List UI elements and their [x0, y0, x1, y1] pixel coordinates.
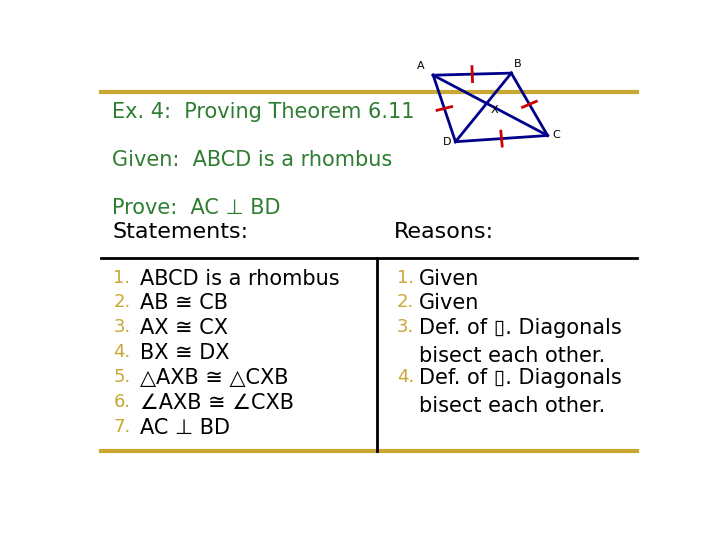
Text: ∠AXB ≅ ∠CXB: ∠AXB ≅ ∠CXB — [140, 393, 294, 413]
Text: 6.: 6. — [114, 393, 130, 411]
Text: 1.: 1. — [114, 268, 130, 287]
Text: D: D — [443, 137, 451, 147]
Text: Given: Given — [419, 294, 480, 314]
Text: Reasons:: Reasons: — [394, 221, 494, 241]
Text: AC ⊥ BD: AC ⊥ BD — [140, 418, 230, 438]
Text: 7.: 7. — [114, 418, 131, 436]
Text: Def. of ▯. Diagonals
bisect each other.: Def. of ▯. Diagonals bisect each other. — [419, 368, 622, 416]
Text: 4.: 4. — [397, 368, 414, 386]
Text: △AXB ≅ △CXB: △AXB ≅ △CXB — [140, 368, 289, 388]
Text: X: X — [491, 105, 499, 116]
Text: 2.: 2. — [397, 294, 414, 312]
Text: Statements:: Statements: — [112, 221, 248, 241]
Text: AX ≅ CX: AX ≅ CX — [140, 319, 228, 339]
Text: 5.: 5. — [114, 368, 131, 386]
Text: 3.: 3. — [114, 319, 131, 336]
Text: 1.: 1. — [397, 268, 414, 287]
Text: Given: Given — [419, 268, 480, 288]
Text: 2.: 2. — [114, 294, 131, 312]
Text: BX ≅ DX: BX ≅ DX — [140, 343, 230, 363]
Text: Given:  ABCD is a rhombus: Given: ABCD is a rhombus — [112, 150, 392, 170]
Text: ABCD is a rhombus: ABCD is a rhombus — [140, 268, 340, 288]
Text: C: C — [552, 131, 559, 140]
Text: 4.: 4. — [114, 343, 131, 361]
Text: 3.: 3. — [397, 319, 414, 336]
Text: AB ≅ CB: AB ≅ CB — [140, 294, 228, 314]
Text: B: B — [514, 59, 522, 69]
Text: Def. of ▯. Diagonals
bisect each other.: Def. of ▯. Diagonals bisect each other. — [419, 319, 622, 367]
Text: Ex. 4:  Proving Theorem 6.11: Ex. 4: Proving Theorem 6.11 — [112, 102, 415, 122]
Text: Prove:  AC ⊥ BD: Prove: AC ⊥ BD — [112, 198, 281, 218]
Text: A: A — [417, 61, 425, 71]
